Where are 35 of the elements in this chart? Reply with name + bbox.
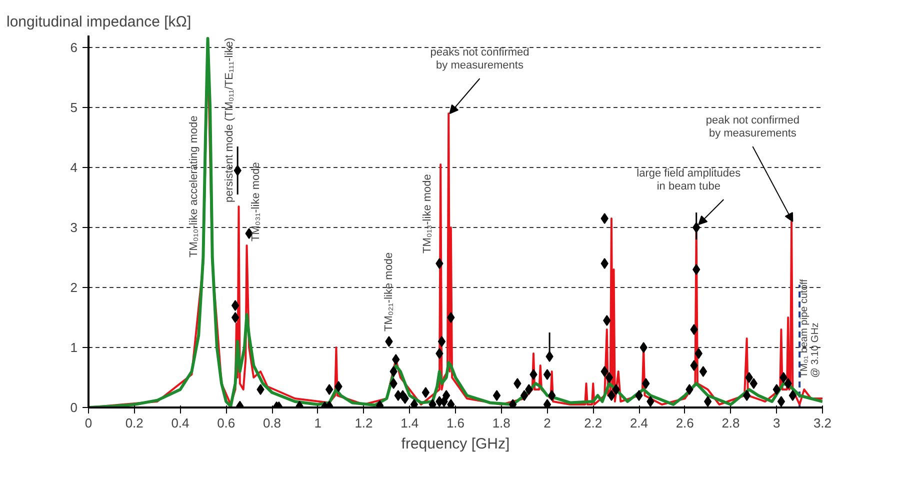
x-tick-label: 2.8 <box>722 416 740 430</box>
annotation: TM₀₁₀-like accelerating mode <box>188 116 200 258</box>
x-tick-label: 3 <box>773 416 780 430</box>
x-tick-label: 0.6 <box>217 416 236 430</box>
x-tick-label: 1.4 <box>400 416 419 430</box>
annotation: large field amplitudes in beam tube <box>636 168 742 192</box>
annotation: TM₀₁₃-like mode <box>421 174 434 254</box>
x-tick-label: 2.4 <box>630 416 648 430</box>
x-tick-label: 2.2 <box>584 416 602 430</box>
annotation: persistent mode (TM₀₁₁/TE₁₁₁-like) <box>224 38 236 202</box>
ref-line-label: TM₀₁ beam pipe cutoff @ 3.10 GHz <box>799 279 822 378</box>
x-tick-label: 2 <box>544 416 551 430</box>
annotation: TM₀₃₁-like mode <box>250 162 262 242</box>
x-tick-label: 1.2 <box>354 416 373 430</box>
y-tick-label: 5 <box>70 100 78 115</box>
x-tick-label: 3.2 <box>813 416 832 430</box>
x-tick-label: 1 <box>314 416 322 430</box>
x-tick-label: 1.8 <box>492 416 510 430</box>
annotation: peaks not confirmed by measurements <box>430 46 530 72</box>
y-tick-label: 6 <box>70 40 78 55</box>
x-tick-label: 2.6 <box>676 416 694 430</box>
y-tick-label: 2 <box>70 280 78 295</box>
x-tick-label: 0.4 <box>171 416 190 430</box>
x-tick-label: 1.6 <box>446 416 465 430</box>
x-tick-label: 0.8 <box>262 416 282 430</box>
x-axis-title: frequency [GHz] <box>401 436 510 452</box>
y-tick-label: 1 <box>70 340 78 355</box>
y-axis-title: longitudinal impedance [kΩ] <box>6 14 192 30</box>
annotation: TM₀₂₁-like mode <box>382 252 395 332</box>
x-tick-label: 0.2 <box>125 416 144 430</box>
y-tick-label: 4 <box>70 160 78 175</box>
y-tick-label: 3 <box>70 220 78 235</box>
annotation: peak not confirmed by measurements <box>706 114 800 140</box>
y-tick-label: 0 <box>70 400 78 415</box>
x-tick-label: 0 <box>84 416 92 430</box>
